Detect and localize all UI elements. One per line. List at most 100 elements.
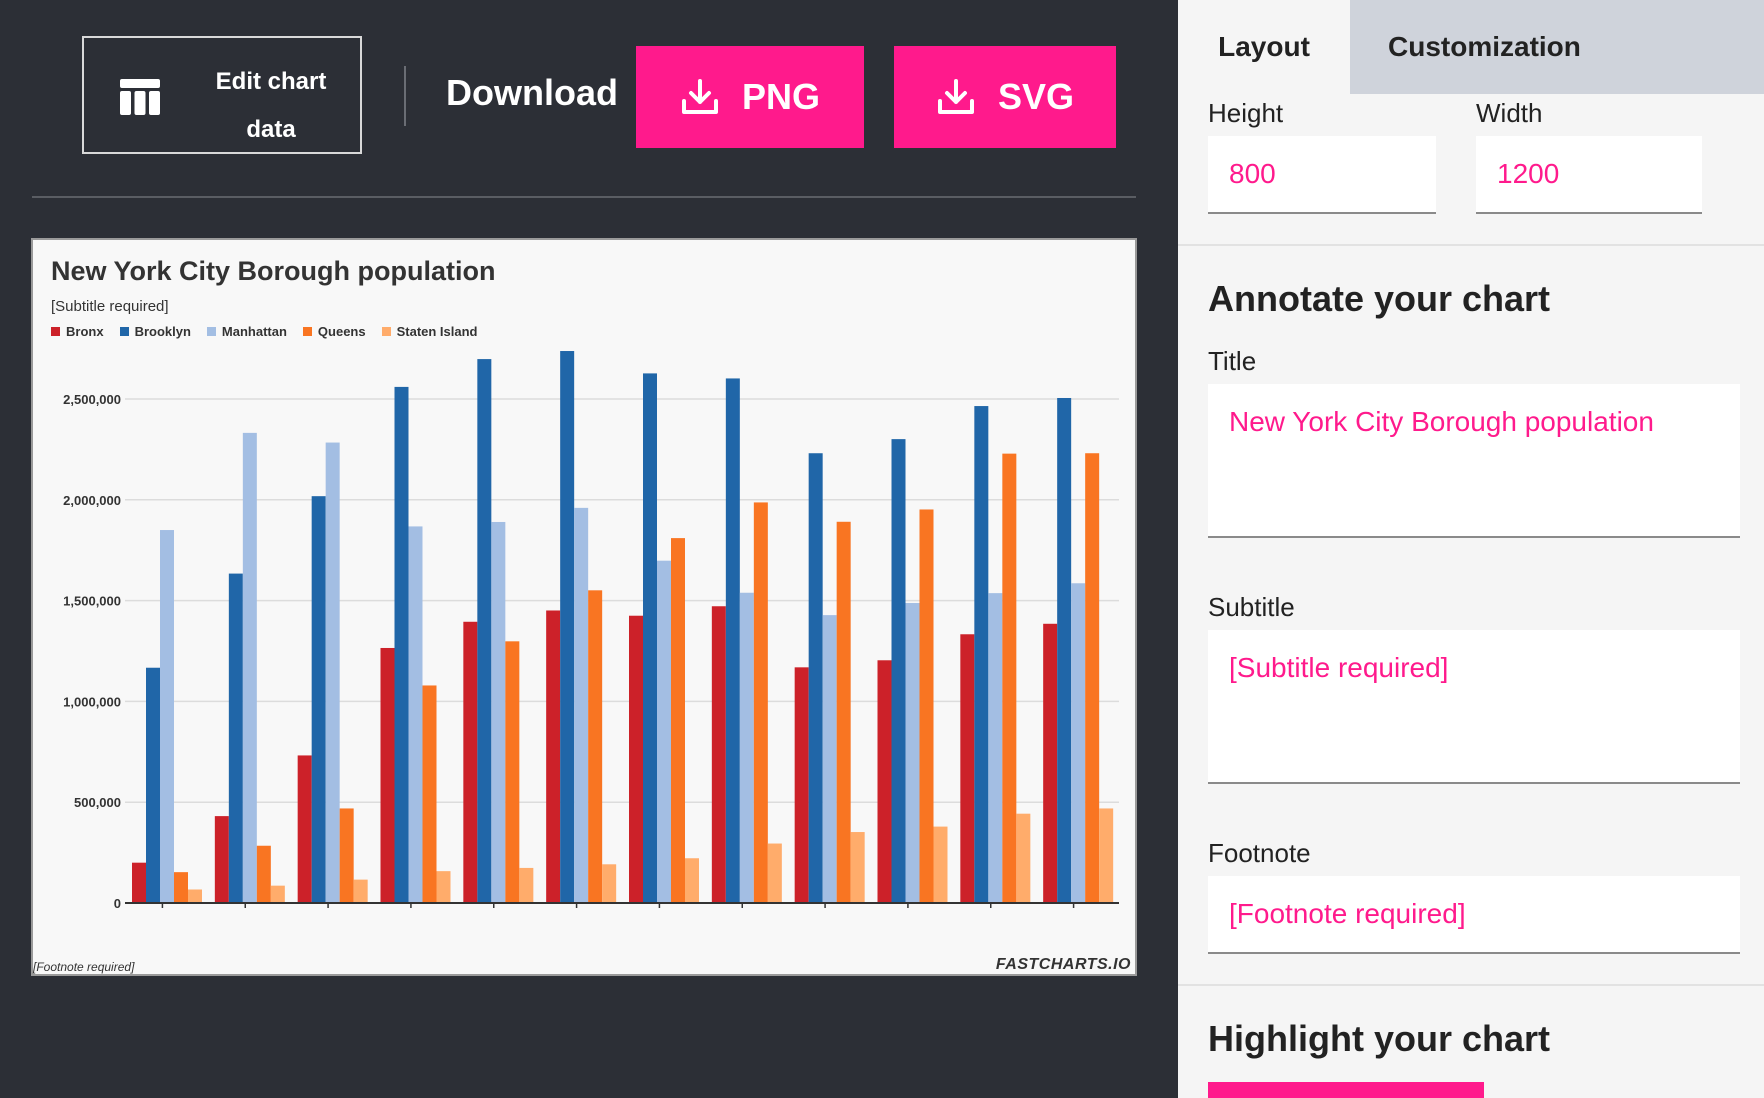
chart-footnote: [Footnote required] [33, 960, 135, 974]
height-input[interactable]: 800 [1208, 136, 1436, 214]
legend-item: Queens [302, 324, 366, 339]
bar [588, 590, 603, 903]
edit-chart-data-label: Edit chart data [215, 68, 327, 143]
bar [297, 755, 312, 903]
tab-customization[interactable]: Customization [1350, 0, 1764, 94]
title-field[interactable]: New York City Borough population [1208, 384, 1740, 538]
bar [256, 845, 271, 903]
bar [1071, 583, 1086, 903]
bar [505, 641, 520, 903]
legend-swatch [51, 327, 60, 336]
bar [242, 432, 257, 903]
download-icon [681, 79, 718, 114]
bar [353, 879, 368, 903]
annotate-heading: Annotate your chart [1208, 278, 1551, 319]
bar [685, 858, 699, 903]
bar [463, 621, 478, 903]
y-tick-label: 1,000,000 [63, 694, 121, 709]
bar [325, 442, 340, 903]
bar [394, 386, 409, 903]
bar [960, 634, 975, 903]
highlight-heading: Highlight your chart [1208, 1018, 1550, 1059]
bar [877, 660, 892, 903]
bar [891, 439, 906, 903]
bar [214, 816, 229, 903]
bar [725, 378, 740, 904]
legend-item: Brooklyn [119, 324, 191, 339]
legend-item: Staten Island [381, 324, 478, 339]
bar [643, 373, 657, 903]
bar [422, 685, 437, 903]
bar [546, 610, 561, 903]
bar [560, 351, 575, 904]
bar [188, 889, 202, 903]
tab-layout[interactable]: Layout [1178, 0, 1350, 94]
highlight-button[interactable] [1208, 1082, 1484, 1098]
chart-preview: 0 500,000 1,000,000 1,500,000 2,000,000 2,500… [31, 238, 1137, 976]
bar [477, 359, 492, 903]
width-input[interactable]: 1200 [1476, 136, 1702, 214]
chart-brand: FASTCHARTS.IO [995, 956, 1131, 973]
y-tick-label: 1,500,000 [63, 594, 121, 609]
legend-swatch [381, 327, 391, 336]
settings-panel: Layout Customization Height 800 Width 12… [1178, 0, 1764, 1098]
table-icon [120, 79, 160, 115]
download-svg-button[interactable]: SVG [894, 46, 1116, 148]
legend-swatch [206, 327, 216, 336]
svg-label: SVG [997, 76, 1075, 117]
legend-label: Staten Island [396, 324, 478, 339]
bar [836, 521, 851, 903]
width-label: Width [1476, 98, 1543, 128]
edit-chart-data-button[interactable]: Edit chart data [82, 36, 362, 154]
bar [574, 507, 589, 903]
legend-swatch [119, 327, 129, 336]
bar [380, 647, 395, 903]
bar [988, 593, 1003, 903]
bar [132, 862, 146, 903]
legend-label: Bronx [66, 324, 104, 339]
bar [794, 667, 809, 903]
section-divider [1178, 984, 1764, 986]
bar [905, 603, 920, 903]
y-tick-label: 500,000 [74, 795, 121, 810]
bar [270, 885, 285, 903]
footnote-label: Footnote [1208, 838, 1311, 868]
bar [146, 667, 160, 903]
bar [311, 496, 326, 903]
bar [174, 872, 188, 903]
bar [657, 560, 671, 903]
legend-label: Queens [317, 324, 366, 339]
bar [933, 826, 948, 903]
subtitle-field[interactable]: [Subtitle required] [1208, 630, 1740, 784]
footnote-field[interactable]: [Footnote required] [1208, 876, 1740, 954]
bar [753, 502, 768, 903]
bar [1016, 813, 1031, 903]
bar [1085, 453, 1100, 903]
bar [850, 832, 865, 903]
legend-label: Brooklyn [134, 324, 191, 339]
legend-swatch [302, 327, 312, 336]
bar [808, 453, 823, 903]
bar [436, 871, 451, 903]
bar [228, 573, 243, 903]
chart-subtitle: [Subtitle required] [51, 298, 169, 315]
bar [629, 615, 643, 903]
bar [160, 530, 174, 903]
png-label: PNG [741, 76, 820, 117]
y-tick-label: 2,500,000 [63, 392, 121, 407]
toolbar-divider [32, 196, 1136, 198]
chart-workspace: Edit chart data Download PNG SVG 0 500,00… [31, 36, 1137, 976]
bar [602, 864, 617, 903]
y-tick-label: 2,000,000 [63, 493, 121, 508]
bar [1043, 623, 1058, 903]
legend-item: Bronx [51, 324, 104, 339]
download-png-button[interactable]: PNG [636, 46, 864, 148]
height-label: Height [1208, 98, 1284, 128]
chart-legend: Bronx Brooklyn Manhattan Queens Staten Islan… [51, 324, 478, 339]
download-icon [937, 79, 974, 114]
download-label: Download [446, 72, 618, 113]
bar [408, 526, 423, 903]
legend-item: Manhattan [206, 324, 287, 339]
bar [519, 867, 534, 903]
bar-chart: 0 500,000 1,000,000 1,500,000 2,000,000 2,500… [63, 351, 1119, 911]
